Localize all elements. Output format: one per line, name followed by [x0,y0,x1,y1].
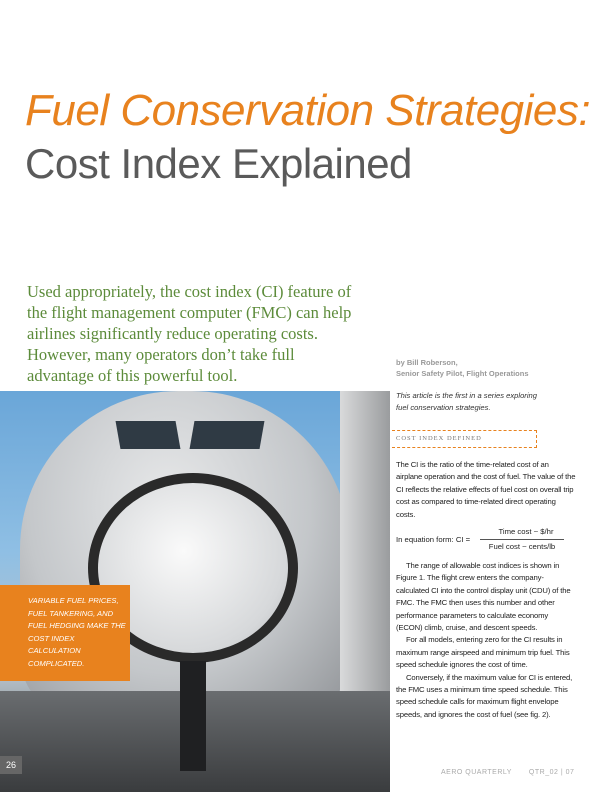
byline: by Bill Roberson, Senior Safety Pilot, F… [396,358,529,378]
intro: This article is the first in a series ex… [396,391,537,412]
airplane-photo [0,391,390,792]
section-heading: COST INDEX DEFINED [392,430,537,448]
page-number: 26 [0,756,22,774]
lede: Used appropriately, the cost index (CI) … [27,282,352,385]
body-text: The range of allowable cost indices is s… [396,561,573,719]
cockpit-window [115,421,181,449]
footer: AERO QUARTERLY QTR_02 | 07 [441,769,575,776]
pull-quote: VARIABLE FUEL PRICES, FUEL TANKERING, AN… [0,585,130,681]
body-text: The CI is the ratio of the time-related … [396,460,576,519]
airstairs [340,391,390,721]
landing-gear [180,661,206,771]
fraction-bar [480,539,564,540]
title-line2: Cost Index Explained [25,140,412,187]
cockpit-window [189,421,265,449]
title-line1: Fuel Conservation Strategies: [25,86,591,135]
